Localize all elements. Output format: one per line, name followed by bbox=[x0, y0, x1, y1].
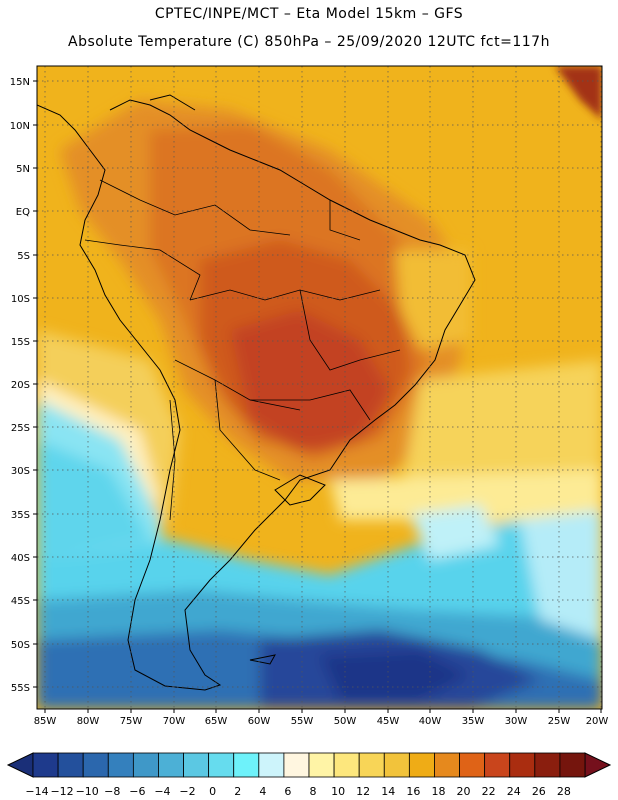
colorbar-cells bbox=[32, 752, 586, 778]
lat-label: 10S bbox=[11, 294, 30, 305]
colorbar-cell bbox=[233, 752, 260, 778]
lon-label: 30W bbox=[505, 716, 528, 727]
lat-label: 5S bbox=[17, 251, 30, 262]
colorbar-high-arrow bbox=[584, 752, 612, 778]
colorbar-label: 2 bbox=[234, 785, 241, 798]
colorbar-cell bbox=[57, 752, 84, 778]
colorbar-cell bbox=[283, 752, 310, 778]
colorbar-label: −12 bbox=[50, 785, 73, 798]
lon-label: 80W bbox=[77, 716, 100, 727]
colorbar-cell bbox=[559, 752, 586, 778]
lat-label: 25S bbox=[11, 423, 30, 434]
colorbar-label: 28 bbox=[557, 785, 571, 798]
map-border bbox=[36, 65, 603, 710]
colorbar-label: 20 bbox=[457, 785, 471, 798]
colorbar-cell bbox=[183, 752, 210, 778]
lat-label: 55S bbox=[11, 683, 30, 694]
colorbar-label: −10 bbox=[76, 785, 99, 798]
temperature-field bbox=[37, 66, 602, 709]
lat-label: 45S bbox=[11, 596, 30, 607]
country-borders bbox=[84, 179, 401, 521]
colorbar-label: −2 bbox=[179, 785, 195, 798]
colorbar-label: −4 bbox=[154, 785, 170, 798]
colorbar-cell bbox=[459, 752, 486, 778]
colorbar-label: 8 bbox=[310, 785, 317, 798]
colorbar-label: 24 bbox=[507, 785, 521, 798]
colorbar: −14 −12 −10 −8 −6 −4 −2 0 2 4 6 8 10 12 … bbox=[6, 752, 612, 798]
lon-label: 55W bbox=[291, 716, 314, 727]
colorbar-cell bbox=[258, 752, 285, 778]
colorbar-cell bbox=[358, 752, 385, 778]
latitude-axis: 15N 10N 5N EQ 5S 10S 15S 20S 25S 30S 35S… bbox=[10, 77, 30, 694]
lat-ticks bbox=[33, 80, 37, 688]
lon-ticks bbox=[44, 709, 602, 713]
colorbar-labels: −14 −12 −10 −8 −6 −4 −2 0 2 4 6 8 10 12 … bbox=[25, 785, 571, 798]
colorbar-cell bbox=[383, 752, 410, 778]
lat-label: 40S bbox=[11, 553, 30, 564]
colorbar-label: −8 bbox=[104, 785, 120, 798]
lat-label: 15N bbox=[10, 77, 30, 88]
colorbar-cell bbox=[82, 752, 109, 778]
colorbar-label: 6 bbox=[284, 785, 291, 798]
lon-label: 65W bbox=[205, 716, 228, 727]
lon-label: 50W bbox=[334, 716, 357, 727]
colorbar-label: 26 bbox=[532, 785, 546, 798]
coastlines bbox=[37, 94, 476, 691]
lat-label: 10N bbox=[10, 121, 30, 132]
colorbar-cell bbox=[32, 752, 59, 778]
lon-label: 35W bbox=[462, 716, 485, 727]
longitude-axis: 85W 80W 75W 70W 65W 60W 55W 50W 45W 40W … bbox=[34, 716, 609, 727]
colorbar-cell bbox=[408, 752, 435, 778]
colorbar-cell bbox=[107, 752, 134, 778]
title-line-2: Absolute Temperature (C) 850hPa – 25/09/… bbox=[68, 34, 550, 50]
lon-label: 70W bbox=[163, 716, 186, 727]
colorbar-cell bbox=[132, 752, 159, 778]
lat-label: 20S bbox=[11, 380, 30, 391]
lat-label: 50S bbox=[11, 640, 30, 651]
lon-label: 45W bbox=[377, 716, 400, 727]
lat-label: 35S bbox=[11, 510, 30, 521]
colorbar-label: −6 bbox=[129, 785, 145, 798]
colorbar-label: 16 bbox=[406, 785, 420, 798]
lon-label: 85W bbox=[34, 716, 57, 727]
colorbar-label: 0 bbox=[209, 785, 216, 798]
colorbar-label: 18 bbox=[431, 785, 445, 798]
lat-lon-grid bbox=[37, 66, 602, 709]
title-line-1: CPTEC/INPE/MCT – Eta Model 15km – GFS bbox=[154, 6, 464, 22]
colorbar-label: 22 bbox=[482, 785, 496, 798]
colorbar-cell bbox=[333, 752, 360, 778]
colorbar-low-arrow bbox=[6, 752, 34, 778]
colorbar-label: −14 bbox=[25, 785, 48, 798]
colorbar-cell bbox=[308, 752, 335, 778]
colorbar-cell bbox=[208, 752, 235, 778]
lon-label: 40W bbox=[419, 716, 442, 727]
colorbar-cell bbox=[484, 752, 511, 778]
lat-label: 5N bbox=[16, 164, 30, 175]
colorbar-label: 14 bbox=[381, 785, 395, 798]
lon-label: 20W bbox=[586, 716, 609, 727]
lon-label: 60W bbox=[248, 716, 271, 727]
colorbar-cell bbox=[434, 752, 460, 778]
colorbar-label: 10 bbox=[331, 785, 345, 798]
lat-label: EQ bbox=[16, 207, 30, 218]
lat-label: 30S bbox=[11, 466, 30, 477]
colorbar-cell bbox=[158, 752, 184, 778]
colorbar-label: 12 bbox=[356, 785, 370, 798]
colorbar-label: 4 bbox=[259, 785, 266, 798]
lon-label: 25W bbox=[548, 716, 571, 727]
colorbar-cell bbox=[534, 752, 561, 778]
colorbar-cell bbox=[509, 752, 536, 778]
lat-label: 15S bbox=[11, 337, 30, 348]
lon-label: 75W bbox=[120, 716, 143, 727]
